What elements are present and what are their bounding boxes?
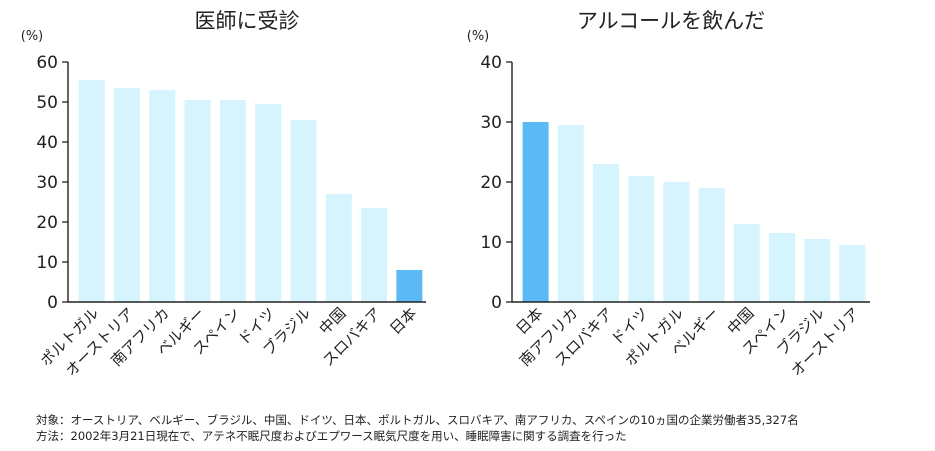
chart2-bar	[628, 176, 655, 302]
chart1-bar	[290, 120, 317, 302]
chart1-bar	[113, 88, 140, 302]
chart2-bar	[593, 164, 619, 302]
chart1-ytick-label: 50	[36, 93, 58, 113]
chart1-ytick-label: 10	[36, 253, 58, 273]
chart2-bar	[733, 224, 760, 302]
chart1-bar	[325, 194, 352, 302]
footnote-method: 方法：2002年3月21日現在で、アテネ不眠尺度およびエプワース眠気尺度を用い、…	[36, 429, 627, 443]
chart1-ytick-label: 30	[36, 173, 58, 193]
chart2-bar	[839, 245, 866, 302]
chart1-category-label: 日本	[386, 304, 420, 338]
chart1-bar	[219, 100, 246, 302]
chart2-bar	[769, 233, 795, 302]
chart2-bar	[522, 122, 549, 302]
chart1-bar	[78, 80, 105, 302]
chart2-ytick-label: 30	[480, 113, 502, 133]
chart1-ylabel: (%)	[21, 29, 44, 44]
chart2-ytick-label: 0	[491, 293, 502, 313]
chart1-bar	[396, 270, 423, 302]
chart2-title: アルコールを飲んだ	[577, 9, 765, 33]
chart2-ytick-label: 20	[480, 173, 502, 193]
chart1-bar	[149, 90, 176, 302]
footnote-target: 対象：オーストリア、ベルギー、ブラジル、中国、ドイツ、日本、ポルトガル、スロバキ…	[36, 413, 799, 427]
chart1-title: 医師に受診	[195, 9, 300, 33]
chart1-ytick-label: 20	[36, 213, 58, 233]
chart1-ytick-label: 0	[47, 293, 58, 313]
chart1-bar	[361, 208, 388, 302]
chart1-ytick-label: 40	[36, 133, 58, 153]
chart2-bar	[698, 188, 725, 302]
chart2-bar	[663, 182, 690, 302]
chart2-ytick-label: 10	[480, 233, 502, 253]
chart2-ylabel: (%)	[467, 29, 490, 44]
chart1-bar	[184, 100, 211, 302]
chart2-bar	[804, 239, 831, 302]
chart2-bar	[557, 125, 584, 302]
chart1-ytick-label: 60	[36, 53, 58, 73]
chart1-bar	[255, 104, 282, 302]
chart2-ytick-label: 40	[480, 53, 502, 73]
